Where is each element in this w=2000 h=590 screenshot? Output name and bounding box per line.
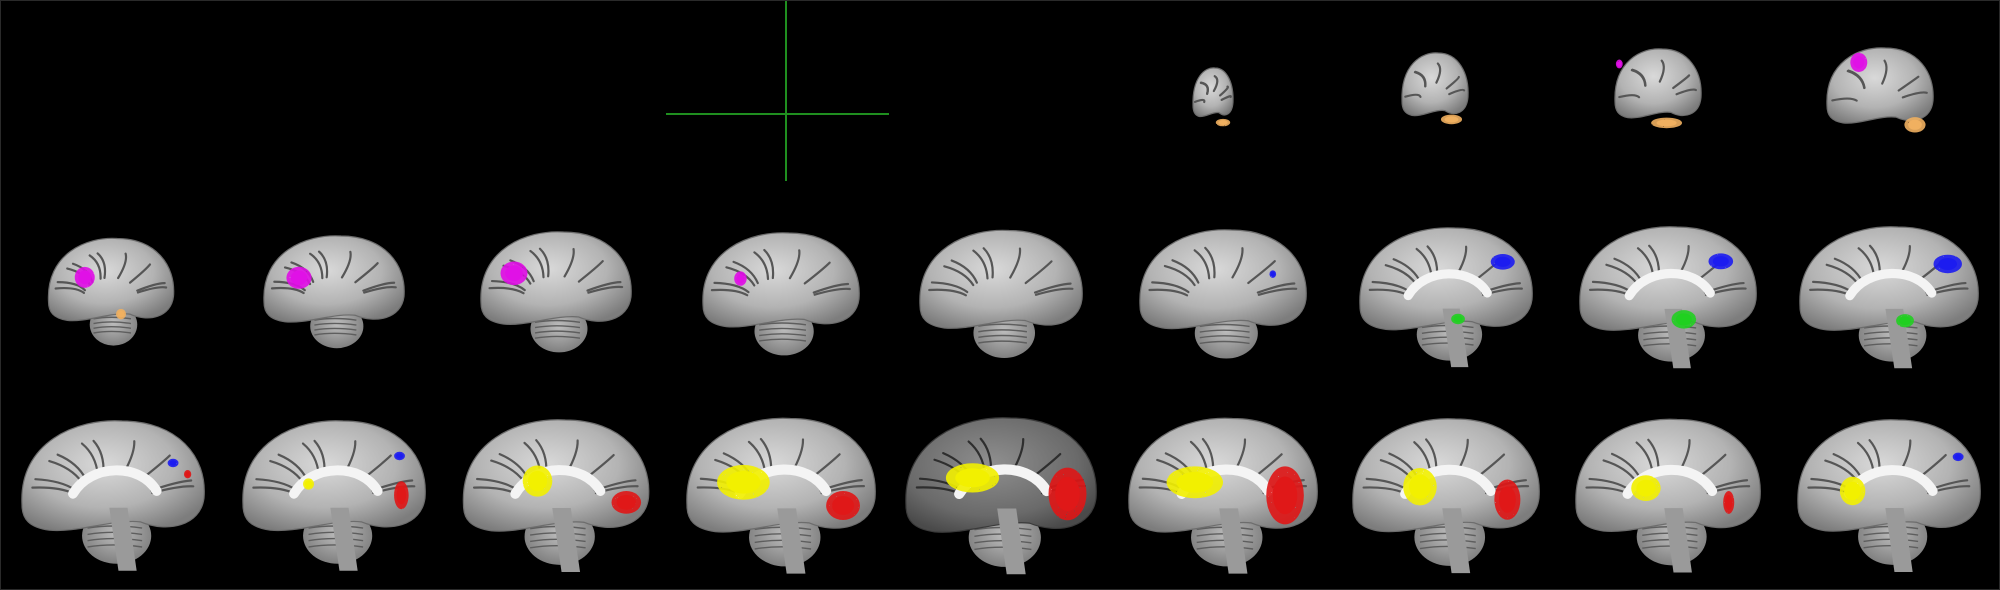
brain-slice-8[interactable] [702,232,860,356]
cerebrum [702,232,860,328]
activation-cluster-orange [116,308,126,320]
brain-slice-3[interactable] [1614,48,1702,129]
cerebrum [1579,226,1757,331]
activation-cluster-yellow [1631,475,1661,502]
activation-cluster-magenta [500,261,528,286]
activation-cluster-red [1723,491,1735,514]
cerebrum [47,237,175,322]
brain-slice-12[interactable] [1579,226,1757,369]
cerebrum [905,417,1097,533]
cerebrum [1797,419,1981,532]
corpus-callosum [510,465,606,499]
brainstem [1442,308,1469,368]
brainstem [1885,508,1913,572]
brain-slice-11[interactable] [1359,227,1533,368]
brainstem [1664,308,1691,369]
activation-cluster-orange [1651,117,1683,129]
activation-cluster-red [1048,467,1087,521]
cerebrum [1192,67,1234,118]
activation-cluster-yellow [717,464,770,500]
cerebrum [1614,48,1702,119]
activation-cluster-red [826,491,860,520]
brainstem [330,507,358,571]
corpus-callosum [1624,268,1715,301]
activation-cluster-orange [1904,117,1926,133]
brain-slice-5[interactable] [47,237,175,346]
activation-cluster-blue [1952,452,1964,462]
activation-cluster-magenta [1850,52,1868,72]
brainstem [552,508,581,572]
cerebrum [1575,418,1761,533]
activation-cluster-red [1494,479,1521,520]
brain-slice-7[interactable] [480,231,632,353]
cerebrum [1826,47,1934,124]
brain-slice-15[interactable] [242,420,426,571]
activation-cluster-red [1266,466,1304,525]
brain-slice-17[interactable] [686,417,876,574]
activation-cluster-red [394,481,409,510]
brainstem [777,508,806,574]
brain-slice-18[interactable] [905,417,1097,575]
brainstem [1219,508,1248,574]
brain-slice-4[interactable] [1826,47,1934,133]
activation-cluster-blue [1933,254,1962,274]
cerebrum [263,235,405,323]
brain-slice-13[interactable] [1799,226,1979,369]
brain-slice-1[interactable] [1192,67,1234,127]
brain-slice-16[interactable] [462,419,650,572]
activation-cluster-blue [1490,253,1515,270]
cerebrum [21,420,205,532]
activation-cluster-green [1671,310,1697,329]
brain-slice-6[interactable] [263,235,405,349]
activation-cluster-magenta [1615,59,1623,69]
activation-cluster-blue [1708,253,1734,270]
activation-cluster-yellow [1166,466,1224,499]
cerebrum [480,231,632,325]
brainstem [109,507,137,571]
activation-cluster-yellow [303,478,314,490]
activation-cluster-magenta [74,266,95,288]
activation-cluster-yellow [1403,467,1437,506]
brain-slice-9[interactable] [919,229,1083,358]
corpus-callosum [1403,269,1492,301]
brain-slice-19[interactable] [1128,417,1318,574]
cerebrum [919,229,1083,329]
brain-slice-22[interactable] [1797,419,1981,572]
activation-cluster-orange [1215,118,1231,127]
crosshair-cursor[interactable] [666,1,889,181]
cerebrum [1799,226,1979,331]
activation-cluster-magenta [286,266,312,289]
activation-cluster-yellow [945,463,1000,493]
activation-cluster-blue [1269,270,1277,278]
activation-cluster-blue [167,458,179,468]
activation-cluster-blue [394,451,405,461]
corpus-callosum [68,465,162,499]
activation-cluster-yellow [1839,476,1866,506]
activation-cluster-red [611,491,642,514]
cerebrum [1352,418,1540,533]
brain-slice-14[interactable] [21,420,205,571]
cerebrum [242,420,426,532]
brain-slice-20[interactable] [1352,418,1540,574]
cerebrum [1139,229,1307,330]
activation-cluster-green [1896,314,1914,328]
corpus-callosum [289,465,383,499]
brain-slice-10[interactable] [1139,229,1307,359]
cerebrum [1401,52,1469,117]
activation-cluster-yellow [522,465,553,497]
cerebrum [1359,227,1533,331]
brain-slice-21[interactable] [1575,418,1761,573]
corpus-callosum [1845,268,1937,301]
brainstem [997,508,1026,575]
brainstem [1442,508,1471,574]
cerebrum [462,419,650,532]
activation-cluster-green [1451,313,1465,325]
activation-cluster-orange [1440,114,1463,125]
brain-slice-2[interactable] [1401,52,1469,125]
activation-cluster-red [183,470,192,479]
brainstem [1664,508,1692,573]
activation-cluster-magenta [734,271,747,286]
